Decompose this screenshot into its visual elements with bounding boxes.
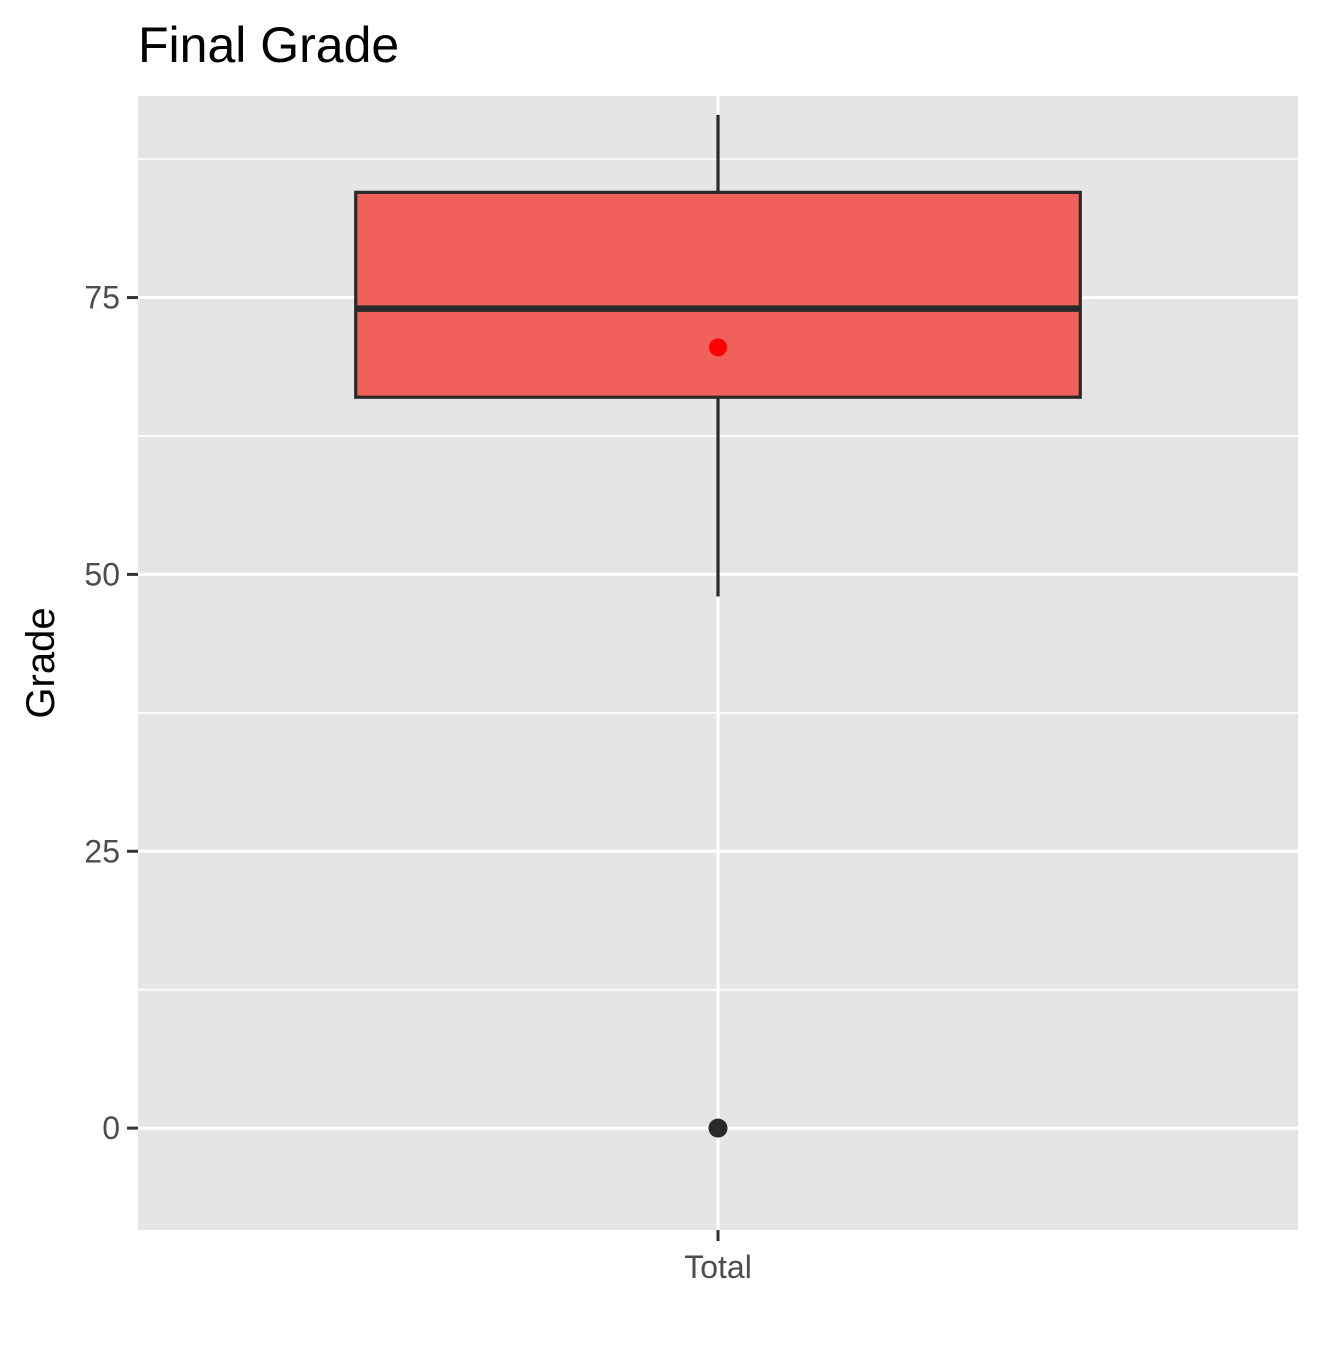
mean-point [709, 338, 727, 357]
boxplot-series [354, 114, 1082, 1138]
box-iqr [354, 190, 1082, 399]
y-tick-label: 25 [84, 833, 120, 869]
outlier-point [708, 1118, 728, 1138]
y-axis: 0 25 50 75 [84, 280, 138, 1146]
x-axis: Total [684, 1230, 752, 1285]
y-tick-label: 75 [84, 280, 120, 316]
chart-title: Final Grade [138, 17, 399, 73]
y-axis-title: Grade [19, 607, 63, 718]
y-tick-label: 0 [102, 1110, 120, 1146]
x-tick-label: Total [684, 1249, 752, 1285]
y-tick-label: 50 [84, 556, 120, 592]
